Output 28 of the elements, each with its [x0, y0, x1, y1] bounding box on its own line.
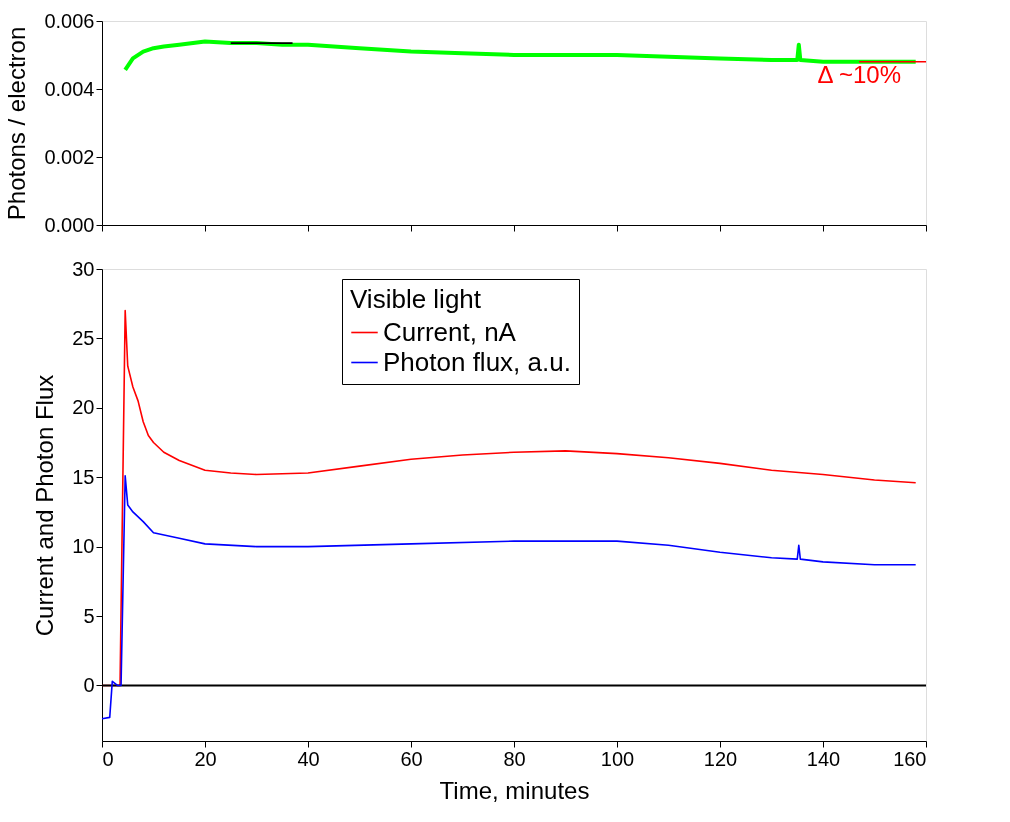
legend-title: Visible light [350, 284, 482, 314]
annotation: Δ ~10% [817, 61, 901, 89]
x-tick-label: 80 [503, 747, 526, 770]
x-tick-label: 160 [893, 747, 927, 770]
y-tick-label: 20 [72, 396, 95, 419]
x-tick-label: 140 [806, 747, 841, 770]
x-tick-label: 60 [400, 747, 423, 770]
y-axis-title: Current and Photon Flux [31, 374, 59, 637]
legend-label: Current, nA [383, 316, 517, 347]
x-tick-label: 100 [600, 747, 635, 770]
y-tick-label: 0 [83, 673, 95, 696]
y-tick-label: 25 [72, 326, 95, 349]
x-tick-label: 40 [297, 747, 320, 770]
y-tick-label: 0.006 [44, 9, 95, 32]
y-tick-label: 0.000 [44, 213, 95, 236]
legend-label: Photon flux, a.u. [383, 346, 571, 377]
x-axis-title: Time, minutes [439, 776, 590, 804]
y-tick-label: 0.002 [44, 145, 95, 168]
x-tick-label: 20 [194, 747, 217, 770]
y-tick-label: 30 [72, 257, 95, 280]
y-axis-title: Photons / electron [3, 26, 31, 221]
y-tick-label: 0.004 [44, 77, 95, 100]
x-tick-label: 0 [102, 747, 114, 770]
x-tick-label: 120 [703, 747, 738, 770]
y-tick-label: 15 [72, 465, 95, 488]
y-tick-label: 10 [72, 535, 95, 558]
line-series [102, 475, 917, 720]
y-tick-label: 5 [83, 604, 95, 627]
